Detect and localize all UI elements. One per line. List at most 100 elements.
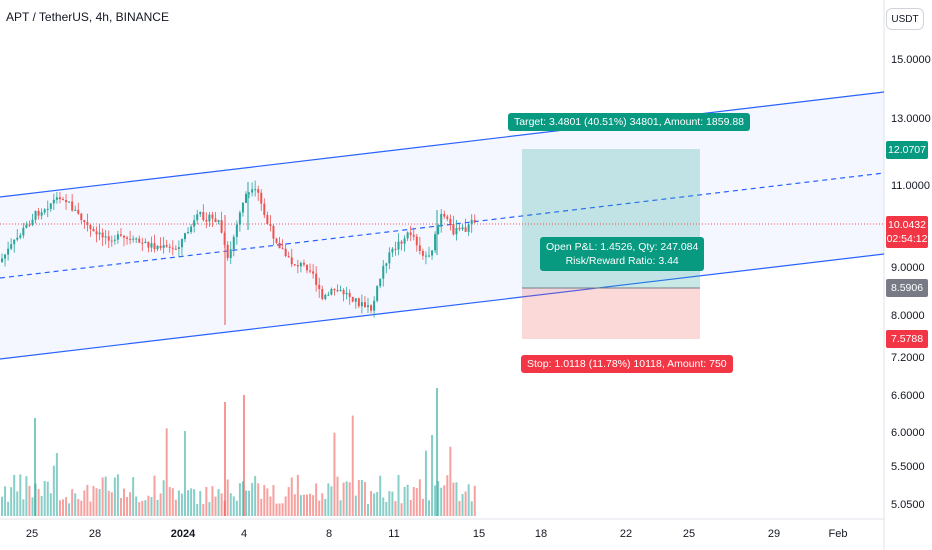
volume-bar <box>345 481 348 516</box>
candles <box>1 180 476 325</box>
time-tick: 15 <box>472 528 486 540</box>
volume-bar <box>110 492 113 516</box>
candle-body <box>409 232 412 235</box>
time-tick: 28 <box>88 528 102 540</box>
candle-body <box>92 228 95 232</box>
candle-body <box>205 220 208 222</box>
risk-reward-text: Risk/Reward Ratio: 3.44 <box>565 255 679 267</box>
volume-bar <box>104 476 107 516</box>
candle-body <box>443 213 446 217</box>
volume-bar <box>37 489 40 516</box>
volume-bar <box>98 489 101 516</box>
candle-body <box>400 241 403 244</box>
volume-bar <box>224 402 226 516</box>
volume-bar <box>412 487 415 516</box>
volume-bar <box>101 477 104 516</box>
candle-body <box>162 245 165 248</box>
candle-body <box>89 225 92 229</box>
candle-body <box>71 201 74 211</box>
candle-body <box>281 248 284 250</box>
volume-bar <box>132 477 135 516</box>
volume-bar <box>321 493 324 516</box>
candle-body <box>19 235 22 238</box>
candle-body <box>327 294 330 296</box>
volume-bar <box>74 493 77 516</box>
time-tick: 11 <box>388 528 400 540</box>
volume-bar <box>86 484 89 516</box>
volume-bar <box>119 497 122 516</box>
symbol-title[interactable]: APT / TetherUS, 4h, BINANCE <box>6 10 169 24</box>
time-tick: 18 <box>534 528 548 540</box>
volume-bar <box>159 493 162 516</box>
candle-body <box>388 252 391 264</box>
volume-bar <box>211 486 214 516</box>
candle-body <box>180 239 183 248</box>
volume-bar <box>138 502 141 516</box>
volume-bar <box>235 500 238 516</box>
volume-bar <box>330 486 333 516</box>
candle-body <box>13 239 16 245</box>
stop-label[interactable]: Stop: 1.0118 (11.78%) 10118, Amount: 750 <box>521 355 733 373</box>
candle-body <box>86 222 89 226</box>
volume-bar <box>113 477 116 516</box>
volume-bar <box>95 488 98 516</box>
loss-zone[interactable] <box>522 288 700 339</box>
price-tick: 15.0000 <box>891 54 931 66</box>
volume-bar <box>226 479 229 516</box>
stop-price-tag: 7.5788 <box>886 330 928 348</box>
volume-bar <box>92 485 95 516</box>
volume-bar <box>333 432 336 516</box>
open-pnl-text: Open P&L: 1.4526, Qty: 247.084 <box>546 241 699 253</box>
candle-body <box>199 212 202 215</box>
candle-body <box>217 220 220 223</box>
volume-bar <box>184 431 186 516</box>
candle-body <box>214 218 217 223</box>
price-tick: 9.0000 <box>891 262 925 274</box>
volume-bar <box>162 480 165 516</box>
candle-body <box>367 305 369 308</box>
candle-body <box>437 226 440 235</box>
candle-body <box>196 214 199 221</box>
candle-body <box>190 226 193 232</box>
volume-bar <box>363 482 366 516</box>
candle-body <box>16 237 19 240</box>
candle-body <box>248 192 251 194</box>
price-tick: 13.0000 <box>891 113 931 125</box>
volume-bar <box>248 490 251 516</box>
candle-body <box>226 244 229 259</box>
candle-body <box>354 298 357 302</box>
candle-body <box>272 225 275 239</box>
volume-bar <box>229 493 232 516</box>
candle-body <box>376 286 379 301</box>
candle-body <box>464 227 467 232</box>
candle-body <box>98 232 101 235</box>
volume-bar <box>68 503 71 516</box>
volume-bar <box>16 491 19 516</box>
target-label[interactable]: Target: 3.4801 (40.51%) 34801, Amount: 1… <box>508 113 751 131</box>
volume-bar <box>245 490 247 516</box>
volume-bar <box>446 475 449 516</box>
volume-bar <box>171 488 174 516</box>
candle-body <box>119 234 122 236</box>
channel-lower-line[interactable] <box>0 253 885 360</box>
candle-body <box>202 212 205 221</box>
entry-price-tag: 8.5906 <box>886 279 928 297</box>
volume-bar <box>10 487 13 516</box>
currency-button[interactable]: USDT <box>886 8 924 30</box>
candle-body <box>397 241 400 250</box>
candle-body <box>138 238 141 243</box>
candle-body <box>257 189 260 193</box>
channel-upper-line[interactable] <box>0 91 885 198</box>
volume-bar <box>376 492 379 516</box>
volume-bar <box>391 491 394 516</box>
volume-bar <box>251 482 254 516</box>
candle-body <box>275 238 278 243</box>
candle-body <box>168 246 171 248</box>
volume-bar <box>434 485 437 516</box>
volume-bar <box>318 500 321 516</box>
volume-bar <box>153 475 156 516</box>
pnl-label[interactable]: Open P&L: 1.4526, Qty: 247.084 Risk/Rewa… <box>540 237 705 271</box>
volume-bar <box>327 483 330 516</box>
